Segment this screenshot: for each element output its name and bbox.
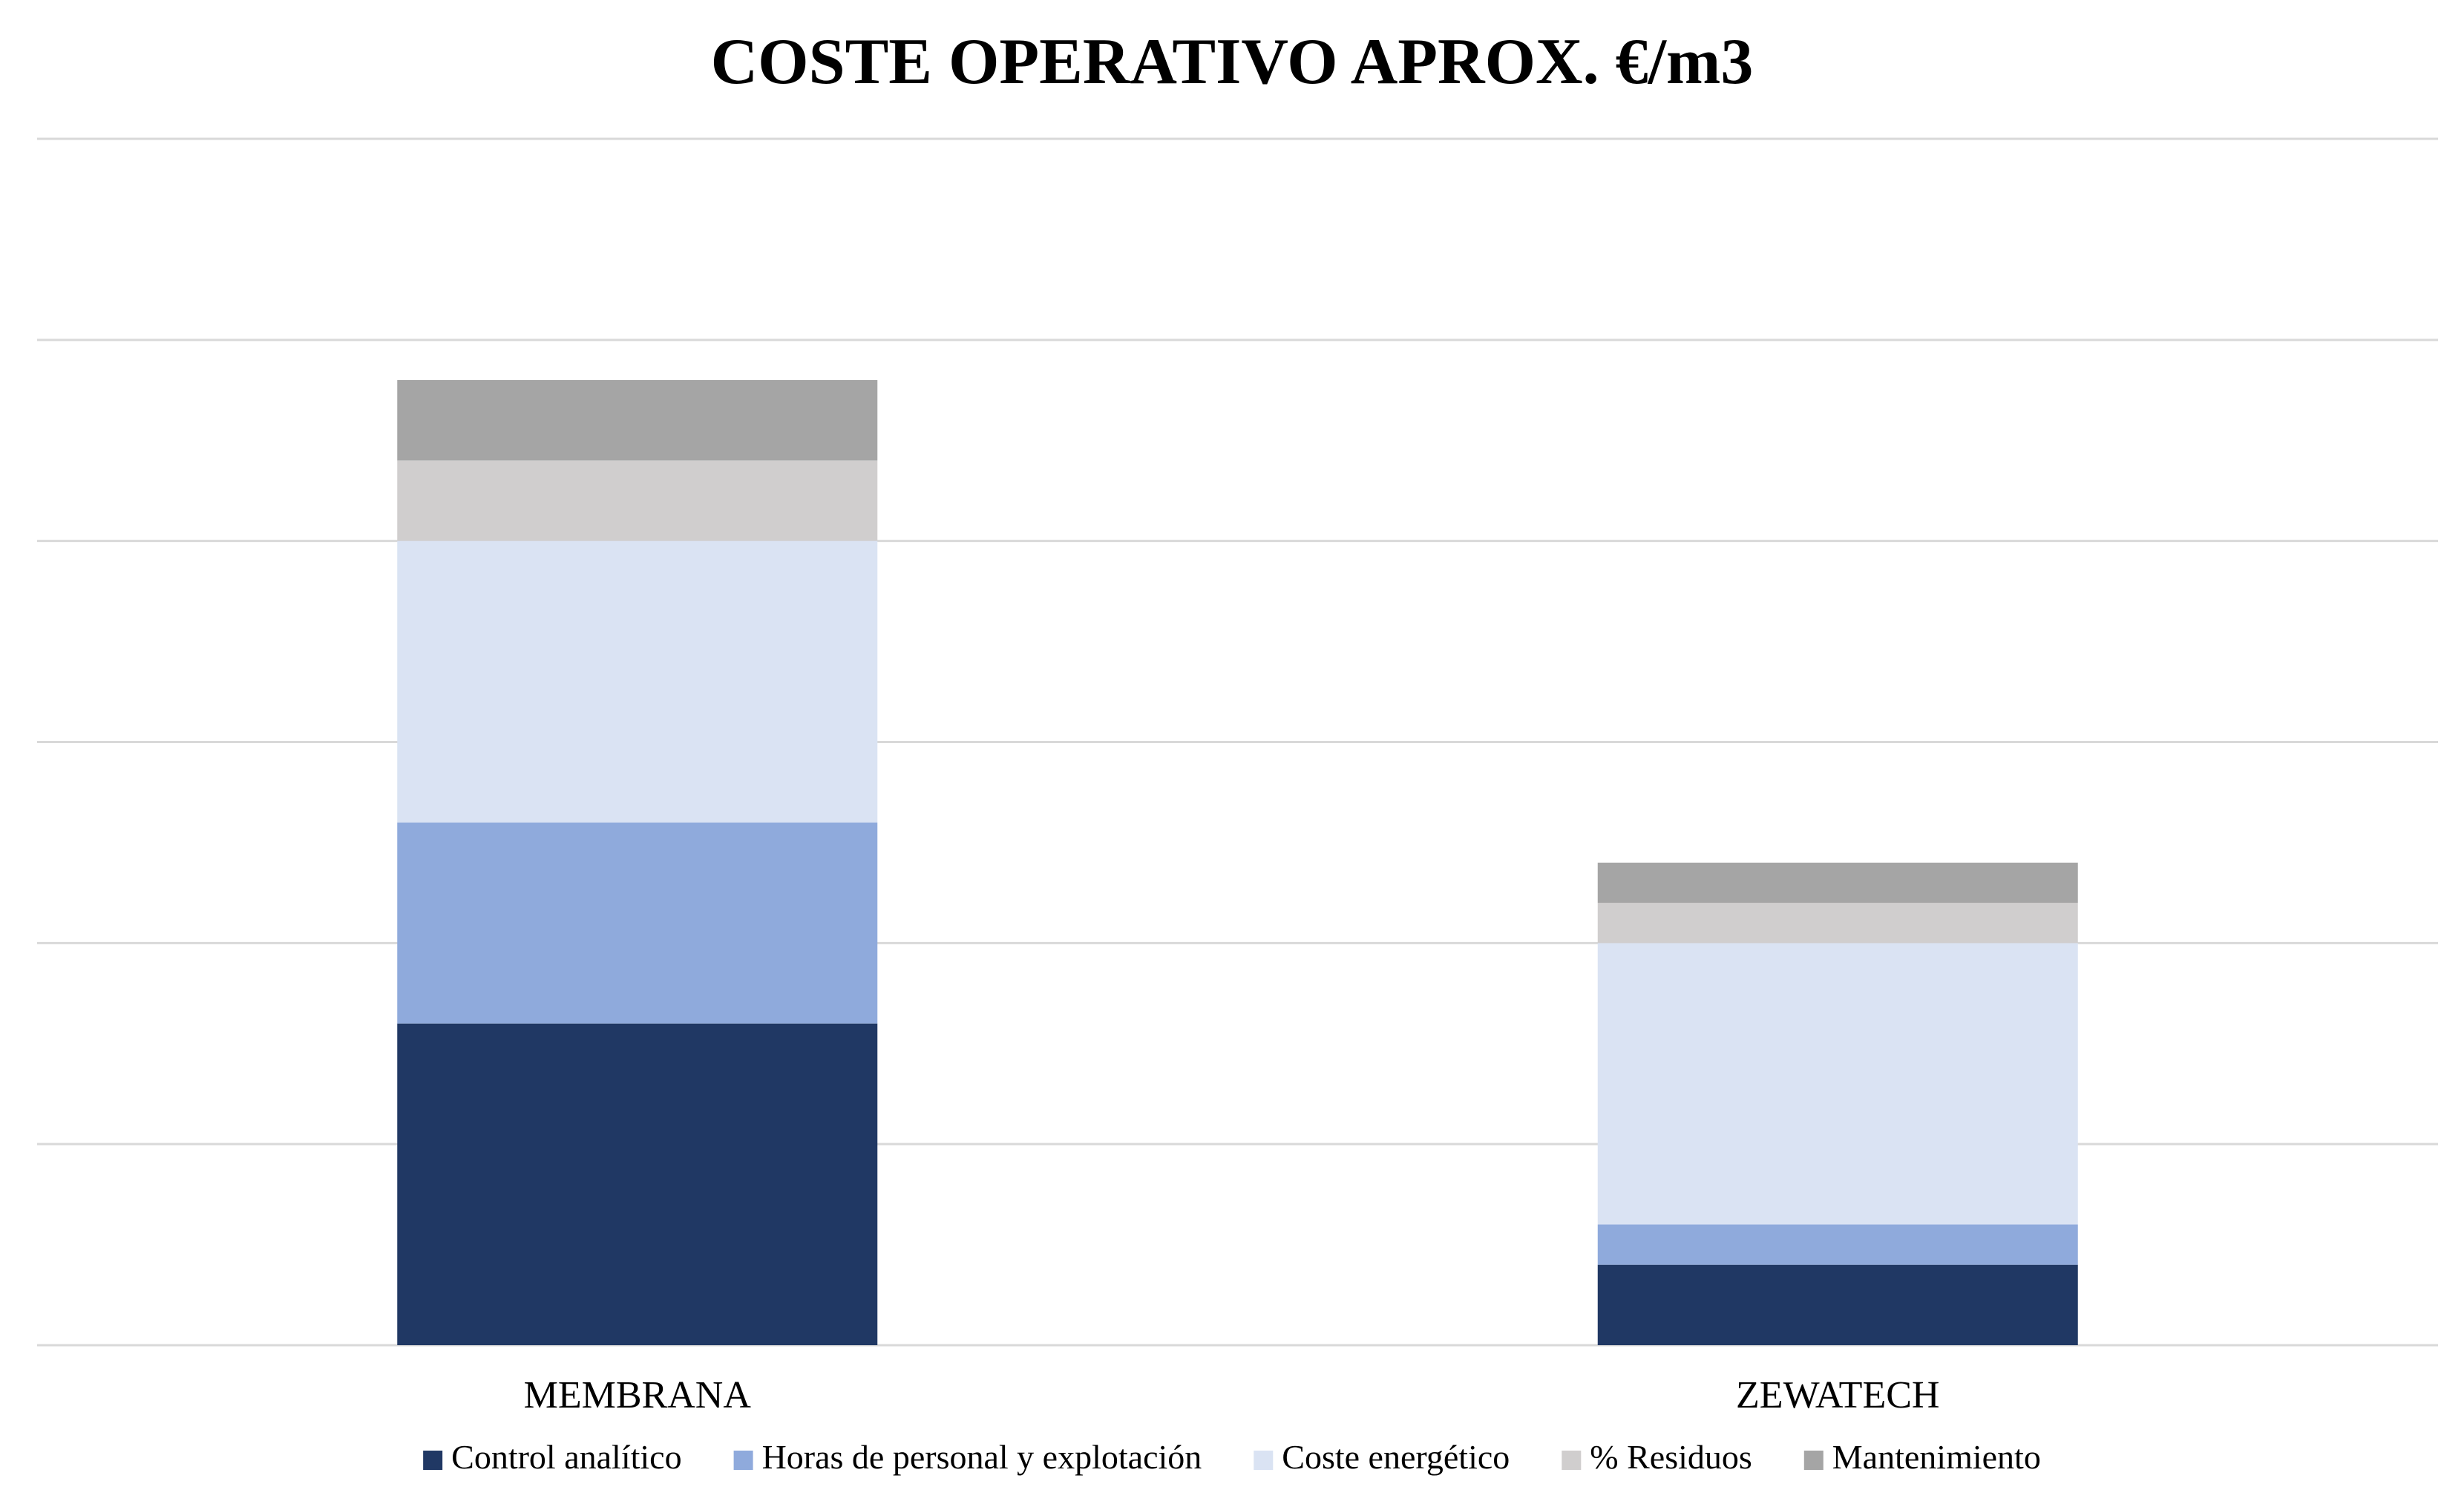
category-label-membrana: MEMBRANA — [524, 1374, 752, 1416]
bar-zewatech-coste-energetico — [1597, 943, 2078, 1225]
bar-zewatech-horas-de-personal-y-explotacion — [1597, 1224, 2078, 1265]
legend-item-horas-de-personal-y-explotacion: Horas de personal y explotación — [733, 1438, 1202, 1476]
legend-label: Horas de personal y explotación — [762, 1438, 1202, 1476]
legend-swatch — [1562, 1451, 1582, 1470]
legend-swatch — [733, 1451, 753, 1470]
category-axis: MEMBRANA ZEWATECH — [524, 1374, 1940, 1416]
bar-membrana-coste-energetico — [397, 540, 878, 823]
legend-item-coste-energetico: Coste energético — [1254, 1438, 1510, 1476]
legend-item-residuos: % Residuos — [1562, 1438, 1752, 1476]
bars — [397, 380, 2078, 1345]
legend-label: Coste energético — [1282, 1438, 1510, 1476]
legend-swatch — [423, 1451, 443, 1470]
chart-title: COSTE OPERATIVO APROX. €/m3 — [711, 26, 1754, 98]
legend-item-mantenimiento: Mantenimiento — [1803, 1438, 2041, 1476]
legend-label: % Residuos — [1590, 1438, 1752, 1476]
bar-membrana-horas-de-personal-y-explotacion — [397, 822, 878, 1024]
bar-membrana-residuos — [397, 460, 878, 541]
legend-item-control-analitico: Control analítico — [423, 1438, 682, 1476]
category-label-zewatech: ZEWATECH — [1736, 1374, 1939, 1416]
legend-swatch — [1254, 1451, 1274, 1470]
legend-label: Mantenimiento — [1832, 1438, 2041, 1476]
bar-membrana-mantenimiento — [397, 380, 878, 461]
legend-label: Control analítico — [451, 1438, 681, 1476]
bar-zewatech-residuos — [1597, 903, 2078, 944]
bar-zewatech-control-analitico — [1597, 1264, 2078, 1345]
legend: Control analítico Horas de personal y exp… — [423, 1438, 2041, 1476]
bar-zewatech-mantenimiento — [1597, 863, 2078, 903]
bar-membrana-control-analitico — [397, 1023, 878, 1345]
legend-swatch — [1803, 1451, 1824, 1470]
